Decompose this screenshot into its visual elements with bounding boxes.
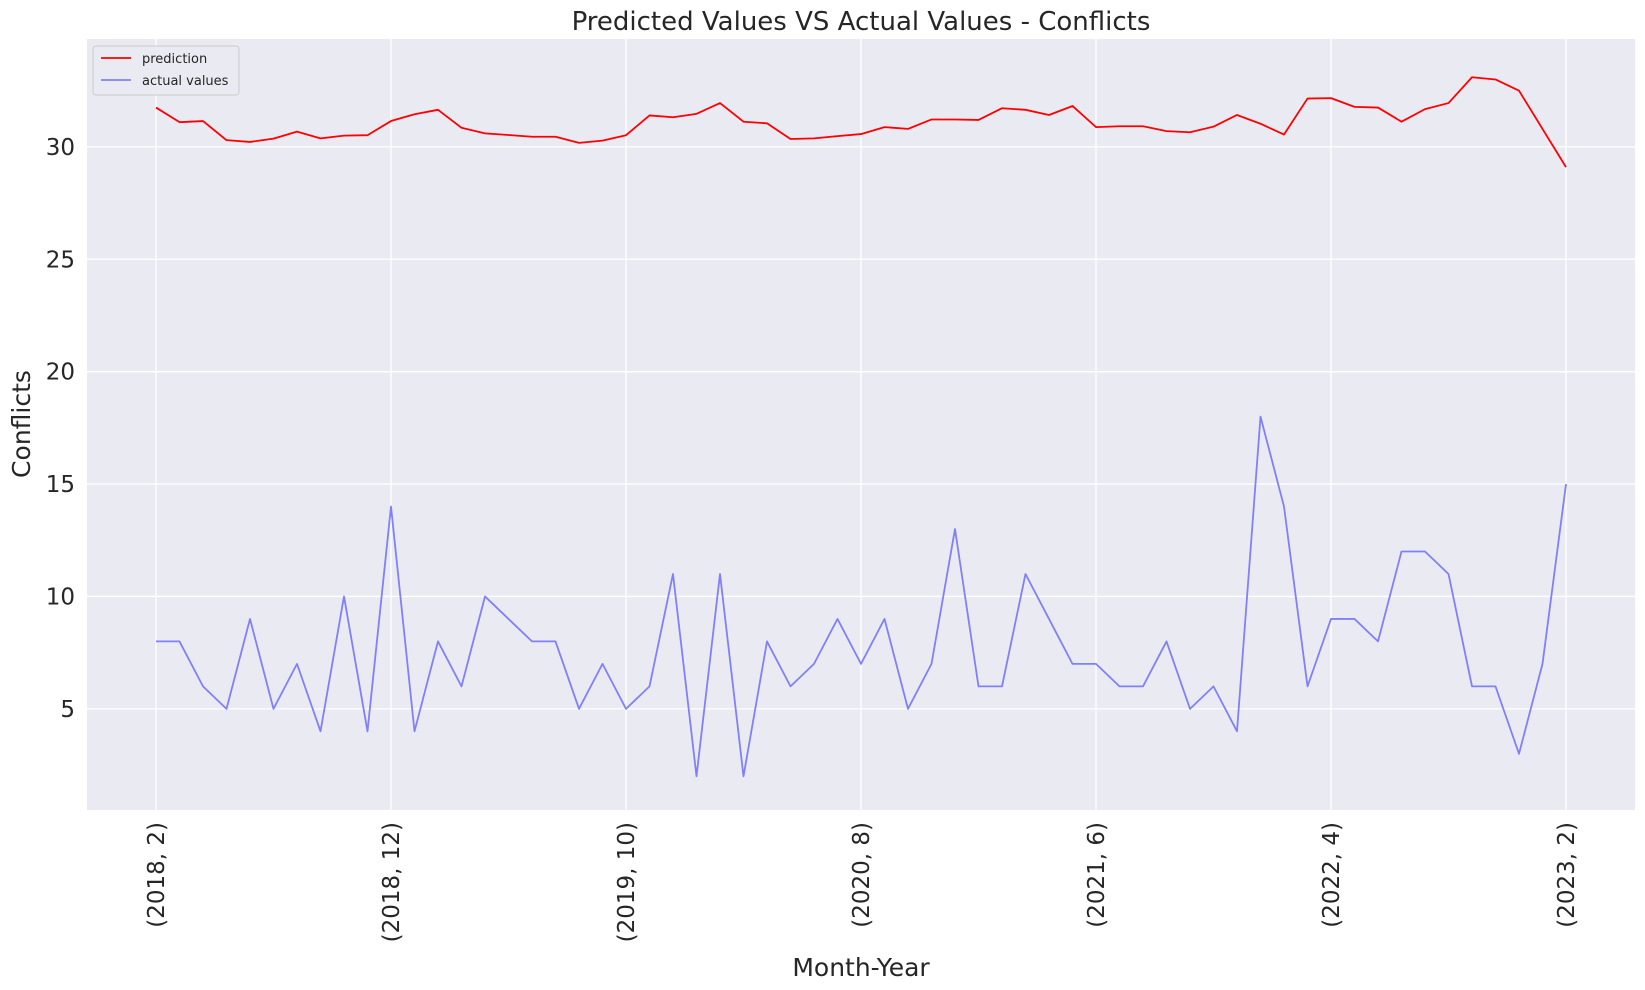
x-tick-label: (2021, 6) — [1084, 822, 1110, 928]
series-lines — [155, 76, 1567, 778]
x-tick-label: (2023, 2) — [1554, 822, 1580, 928]
x-tick-label: (2018, 12) — [379, 822, 405, 942]
y-tick-label: 5 — [60, 697, 75, 723]
series-line-actual-values — [156, 415, 1567, 778]
x-tick-label: (2020, 8) — [849, 822, 875, 928]
x-tick-label: (2018, 2) — [144, 822, 170, 928]
y-tick-label: 25 — [46, 247, 75, 273]
y-tick-label: 15 — [46, 472, 75, 498]
chart-title: Predicted Values VS Actual Values - Conf… — [572, 7, 1151, 37]
legend-label-prediction: prediction — [142, 52, 207, 67]
legend-label-actual-values: actual values — [142, 74, 229, 89]
x-axis-label: Month-Year — [792, 953, 930, 982]
y-gridlines — [87, 146, 1635, 710]
legend: prediction actual values — [92, 45, 240, 96]
x-tick-label: (2022, 4) — [1319, 822, 1345, 928]
y-tick-label: 10 — [46, 584, 75, 610]
y-tick-label: 30 — [46, 135, 75, 161]
y-tick-labels: 5 10 15 20 25 30 — [46, 135, 75, 723]
y-axis-label: Conflicts — [7, 370, 36, 478]
x-tick-labels: (2018, 2) (2018, 12) (2019, 10) (2020, 8) (2… — [144, 822, 1580, 942]
x-tick-label: (2019, 10) — [614, 822, 640, 942]
y-tick-label: 20 — [46, 360, 75, 386]
series-line-prediction — [155, 76, 1567, 168]
x-gridlines — [155, 39, 1567, 810]
